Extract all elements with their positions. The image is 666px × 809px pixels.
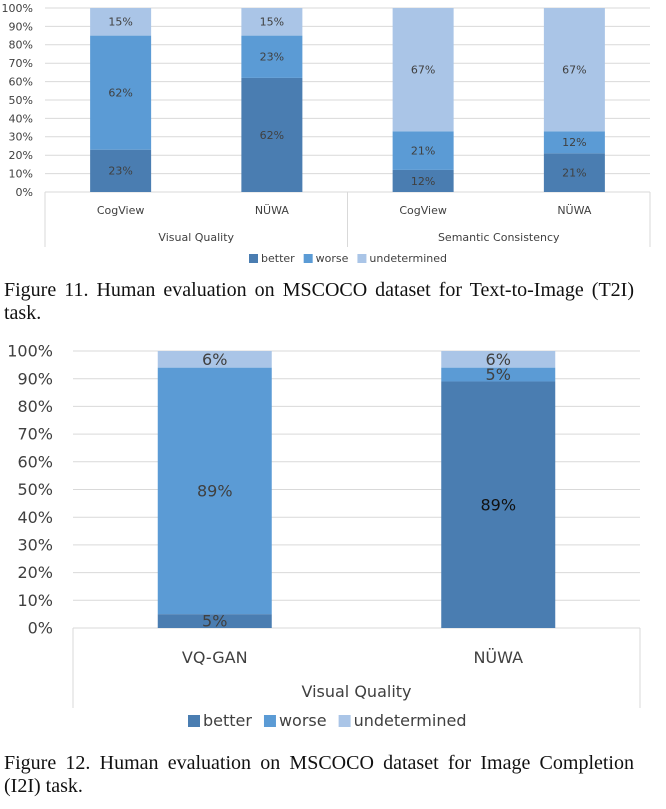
y-tick-label: 50% — [9, 94, 33, 107]
y-tick-label: 10% — [17, 591, 53, 610]
legend-label: worse — [279, 711, 327, 730]
bar-segment-undetermined — [441, 351, 556, 368]
legend-label: undetermined — [369, 252, 447, 265]
bar-segment-better — [157, 614, 272, 628]
bar-segment-undetermined — [543, 8, 605, 132]
category-label: NÜWA — [255, 204, 290, 217]
data-label: 67% — [411, 63, 435, 76]
data-label: 62% — [260, 129, 284, 142]
y-tick-label: 50% — [17, 480, 53, 499]
category-label: CogView — [97, 204, 145, 217]
data-label: 15% — [260, 16, 284, 29]
data-label: 6% — [486, 350, 511, 369]
data-label: 5% — [486, 365, 511, 384]
group-label: Semantic Consistency — [438, 231, 560, 244]
data-label: 62% — [108, 86, 132, 99]
bar-segment-better — [241, 77, 303, 192]
data-label: 23% — [108, 165, 132, 178]
data-label: 5% — [202, 612, 227, 631]
bar-segment-undetermined — [90, 8, 152, 36]
y-tick-label: 0% — [28, 619, 53, 638]
y-tick-label: 20% — [17, 563, 53, 582]
y-tick-label: 70% — [17, 425, 53, 444]
group-label: Visual Quality — [301, 682, 411, 701]
category-label: NÜWA — [473, 648, 523, 667]
legend-swatch-worse — [263, 715, 276, 727]
legend-swatch-better — [188, 715, 200, 727]
bar-segment-better — [90, 149, 152, 192]
y-tick-label: 70% — [9, 57, 33, 70]
y-tick-label: 100% — [2, 2, 33, 15]
category-label: VQ-GAN — [182, 648, 248, 667]
category-label: CogView — [399, 204, 447, 217]
y-tick-label: 100% — [7, 342, 53, 361]
bar-segment-better — [543, 153, 605, 192]
legend-label: worse — [316, 252, 349, 265]
y-tick-label: 10% — [9, 167, 33, 180]
category-label: NÜWA — [557, 204, 592, 217]
y-tick-label: 40% — [9, 112, 33, 125]
i2i-stacked-bar-chart: 0% 10% 20% 30% 40% 50% 60% 70% 80% 90% 100% 5% 89% 6%… — [7, 342, 641, 730]
bar-segment-better — [441, 381, 556, 628]
bar-segment-worse — [392, 131, 454, 170]
figure-11-caption: Figure 11. Human evaluation on MSCOCO da… — [4, 279, 634, 324]
bar-segment-worse — [157, 367, 272, 615]
data-label: 89% — [197, 481, 233, 500]
data-label: 12% — [562, 136, 586, 149]
bar-segment-undetermined — [241, 8, 303, 36]
y-tick-label: 80% — [9, 39, 33, 52]
data-label: 6% — [202, 350, 227, 369]
legend-swatch-worse — [303, 254, 313, 263]
data-label: 21% — [562, 167, 586, 180]
y-tick-label: 0% — [16, 186, 33, 199]
legend-label: better — [261, 252, 295, 265]
data-label: 23% — [260, 51, 284, 64]
y-tick-label: 60% — [17, 452, 53, 471]
bar-segment-worse — [90, 35, 152, 150]
y-tick-label: 80% — [17, 397, 53, 416]
bar-segment-worse — [543, 131, 605, 154]
legend-swatch-undetermined — [338, 715, 351, 727]
legend-swatch-undetermined — [357, 254, 367, 263]
t2i-stacked-bar-chart: 0% 10% 20% 30% 40% 50% 60% 70% 80% 90% 100% 23% 62% 1… — [2, 2, 651, 265]
legend-label: undetermined — [354, 711, 467, 730]
data-label: 15% — [108, 16, 132, 29]
data-label: 89% — [480, 495, 516, 514]
y-tick-label: 90% — [9, 20, 33, 33]
bar-segment-undetermined — [392, 8, 454, 132]
y-tick-label: 30% — [17, 536, 53, 555]
bar-segment-worse — [241, 35, 303, 78]
y-tick-label: 40% — [17, 508, 53, 527]
bar-segment-worse — [441, 367, 556, 382]
y-tick-label: 90% — [17, 369, 53, 388]
legend-swatch-better — [249, 254, 258, 263]
figure-12-caption: Figure 12. Human evaluation on MSCOCO da… — [4, 752, 634, 797]
bar-segment-better — [392, 169, 454, 192]
legend-label: better — [203, 711, 252, 730]
group-label: Visual Quality — [158, 231, 234, 244]
data-label: 12% — [411, 175, 435, 188]
data-label: 67% — [562, 63, 586, 76]
y-tick-label: 60% — [9, 75, 33, 88]
y-tick-label: 20% — [9, 149, 33, 162]
y-tick-label: 30% — [9, 131, 33, 144]
data-label: 21% — [411, 144, 435, 157]
bar-segment-undetermined — [157, 351, 272, 368]
